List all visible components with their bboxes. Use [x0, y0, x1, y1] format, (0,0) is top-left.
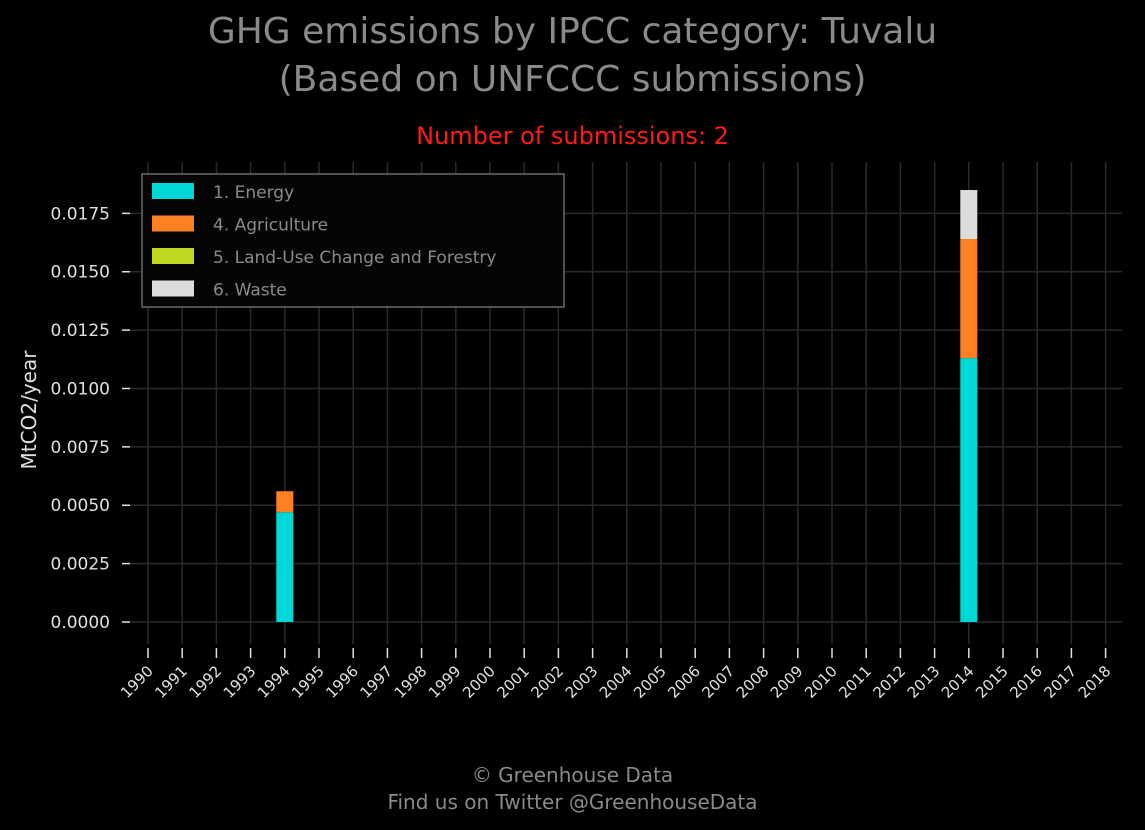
- x-tick-label: 2018: [1075, 662, 1115, 702]
- legend-label: 4. Agriculture: [213, 216, 328, 236]
- x-tick-label: 2016: [1006, 662, 1046, 702]
- x-tick-label: 1998: [391, 662, 431, 702]
- x-tick-label: 2000: [459, 662, 499, 702]
- x-tick-label: 2004: [596, 662, 636, 702]
- y-axis: 0.0000 0.0025 0.0050 0.0075 0.0100 0.0125 0.01…: [51, 204, 130, 633]
- x-tick-label: 2007: [698, 662, 738, 702]
- y-tick-label: 0.0075: [51, 438, 110, 458]
- x-tick-label: 1995: [288, 662, 328, 702]
- legend-swatch: [152, 215, 194, 232]
- y-tick-label: 0.0150: [51, 263, 110, 283]
- x-tick-label: 2014: [938, 662, 978, 702]
- x-tick-label: 2006: [664, 662, 704, 702]
- y-tick-label: 0.0125: [51, 321, 110, 341]
- y-tick-label: 0.0000: [51, 613, 110, 633]
- bar-segment: [960, 239, 978, 359]
- x-tick-label: 1997: [356, 662, 396, 702]
- footer-twitter: Find us on Twitter @GreenhouseData: [387, 790, 758, 814]
- x-tick-label: 1996: [322, 662, 362, 702]
- y-tick-label: 0.0050: [51, 496, 110, 516]
- legend-swatch: [152, 183, 194, 199]
- legend-box: [141, 173, 565, 308]
- bars: [276, 190, 978, 622]
- y-tick-label: 0.0100: [51, 379, 110, 399]
- x-tick-label: 2010: [801, 662, 841, 702]
- x-tick-label: 2003: [562, 662, 602, 702]
- x-tick-label: 1994: [254, 662, 294, 702]
- legend-label: 1. Energy: [213, 183, 294, 203]
- x-tick-label: 1991: [151, 662, 191, 702]
- footer-copyright: © Greenhouse Data: [471, 763, 674, 787]
- x-tick-label: 2011: [835, 662, 875, 702]
- legend-label: 5. Land-Use Change and Forestry: [213, 248, 496, 268]
- y-tick-label: 0.0025: [51, 555, 110, 575]
- x-tick-label: 1999: [425, 662, 465, 702]
- bar-segment: [276, 512, 294, 622]
- legend: 1. Energy 4. Agriculture 5. Land-Use Chang…: [141, 173, 565, 308]
- x-axis: 1990199119921993199419951996199719981999…: [117, 648, 1114, 702]
- x-tick-label: 1993: [220, 662, 260, 702]
- x-tick-label: 2008: [733, 662, 773, 702]
- bar-segment: [960, 358, 978, 622]
- y-tick-label: 0.0175: [51, 204, 110, 224]
- bar-segment: [276, 491, 294, 513]
- y-axis-label: MtCO2/year: [17, 350, 41, 470]
- grid-lines: [128, 162, 1122, 644]
- x-tick-label: 2012: [869, 662, 909, 702]
- x-tick-label: 2001: [493, 662, 533, 702]
- x-tick-label: 1990: [117, 662, 157, 702]
- x-tick-label: 1992: [185, 662, 225, 702]
- chart-title-line1: GHG emissions by IPCC category: Tuvalu: [207, 11, 938, 52]
- chart-subtitle: Number of submissions: 2: [416, 122, 729, 150]
- x-tick-label: 2009: [767, 662, 807, 702]
- x-tick-label: 2005: [630, 662, 670, 702]
- legend-label: 6. Waste: [213, 281, 287, 301]
- x-tick-label: 2017: [1040, 662, 1080, 702]
- chart-title-line2: (Based on UNFCCC submissions): [278, 59, 867, 100]
- legend-swatch: [152, 280, 194, 297]
- bar-segment: [960, 190, 978, 240]
- x-tick-label: 2015: [972, 662, 1012, 702]
- legend-swatch: [152, 248, 194, 264]
- x-tick-label: 2002: [527, 662, 567, 702]
- x-tick-label: 2013: [904, 662, 944, 702]
